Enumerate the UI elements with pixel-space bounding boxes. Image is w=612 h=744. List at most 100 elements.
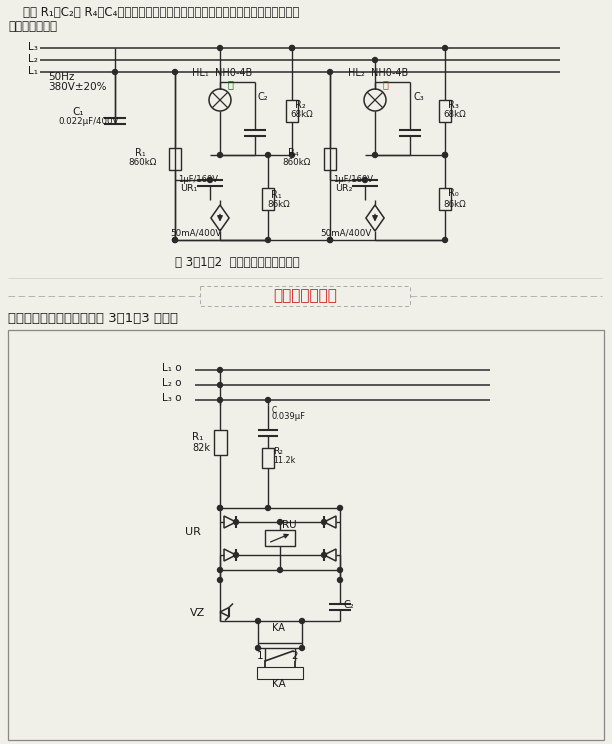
- Text: 68kΩ: 68kΩ: [290, 110, 313, 119]
- Circle shape: [337, 568, 343, 572]
- Circle shape: [327, 69, 332, 74]
- Circle shape: [217, 153, 223, 158]
- Circle shape: [234, 553, 239, 557]
- Circle shape: [217, 382, 223, 388]
- Text: R₂: R₂: [273, 447, 283, 456]
- Text: L₂ o: L₂ o: [162, 378, 182, 388]
- Circle shape: [337, 505, 343, 510]
- Bar: [8, 330, 604, 740]
- Bar: [258, 621, 302, 643]
- Text: 调整 R₁、C₂和 R₄、C₄的时间常数，即可调节气灯的闪烁频率，使相序指示器达到: 调整 R₁、C₂和 R₄、C₄的时间常数，即可调节气灯的闪烁频率，使相序指示器达…: [8, 6, 299, 19]
- Circle shape: [289, 153, 294, 158]
- Circle shape: [277, 568, 283, 572]
- Text: VZ: VZ: [190, 608, 205, 618]
- Circle shape: [299, 646, 305, 650]
- Text: 图 3．1．2  三相电源相序指示电路: 图 3．1．2 三相电源相序指示电路: [175, 256, 300, 269]
- Bar: [439, 100, 451, 122]
- Bar: [257, 667, 303, 679]
- Text: 50mA/400V: 50mA/400V: [320, 228, 371, 237]
- Text: 0.022μF/400V: 0.022μF/400V: [58, 117, 118, 126]
- Text: R₃: R₃: [448, 100, 459, 110]
- Text: HL₁  NH0-4B: HL₁ NH0-4B: [192, 68, 252, 78]
- Circle shape: [266, 505, 271, 510]
- Circle shape: [442, 153, 447, 158]
- Text: L₁ o: L₁ o: [162, 363, 182, 373]
- Circle shape: [266, 397, 271, 403]
- Circle shape: [442, 153, 447, 158]
- Text: UR: UR: [185, 527, 201, 537]
- Circle shape: [173, 237, 177, 243]
- Circle shape: [113, 69, 118, 74]
- Text: 最佳工作状态。: 最佳工作状态。: [8, 20, 57, 33]
- Circle shape: [289, 45, 294, 51]
- Circle shape: [321, 519, 326, 525]
- Text: 绿: 绿: [228, 79, 234, 89]
- Text: R₁: R₁: [192, 432, 203, 442]
- Bar: [324, 148, 336, 170]
- Circle shape: [173, 69, 177, 74]
- Circle shape: [255, 618, 261, 623]
- Text: KA: KA: [272, 623, 285, 633]
- Circle shape: [327, 237, 332, 243]
- Circle shape: [255, 646, 261, 650]
- Bar: [265, 530, 295, 546]
- Text: 1: 1: [257, 651, 264, 661]
- Bar: [439, 188, 451, 210]
- Circle shape: [266, 153, 271, 158]
- Text: 0.039μF: 0.039μF: [272, 412, 306, 421]
- Circle shape: [217, 505, 223, 510]
- Text: L₂: L₂: [28, 54, 38, 64]
- Text: C₂: C₂: [258, 92, 269, 102]
- Circle shape: [442, 237, 447, 243]
- Text: 电路及工作过程: 电路及工作过程: [273, 289, 337, 304]
- Text: 380V±20%: 380V±20%: [48, 82, 106, 92]
- Text: 68kΩ: 68kΩ: [443, 110, 466, 119]
- Circle shape: [373, 57, 378, 62]
- Circle shape: [234, 519, 239, 525]
- Bar: [200, 286, 410, 306]
- Bar: [214, 430, 226, 455]
- Circle shape: [327, 237, 332, 243]
- Text: C₂: C₂: [344, 600, 354, 610]
- Text: 2: 2: [291, 651, 297, 661]
- Text: R₂: R₂: [295, 100, 306, 110]
- Bar: [286, 100, 298, 122]
- Text: 50Hz: 50Hz: [48, 72, 75, 82]
- Circle shape: [217, 45, 223, 51]
- Text: 红: 红: [383, 79, 389, 89]
- Circle shape: [321, 553, 326, 557]
- Text: R₁: R₁: [135, 148, 146, 158]
- Text: R₄: R₄: [288, 148, 299, 158]
- Circle shape: [362, 178, 367, 182]
- Circle shape: [289, 45, 294, 51]
- Text: HL₂  NH0-4B: HL₂ NH0-4B: [348, 68, 408, 78]
- Circle shape: [217, 397, 223, 403]
- Text: UR₁: UR₁: [180, 184, 198, 193]
- Text: 860kΩ: 860kΩ: [128, 158, 157, 167]
- Text: L₃: L₃: [28, 42, 38, 52]
- Text: 1μF/160V: 1μF/160V: [178, 175, 218, 184]
- Text: L₁: L₁: [28, 66, 38, 76]
- Text: 82k: 82k: [192, 443, 210, 453]
- Bar: [262, 188, 274, 210]
- Text: KA: KA: [272, 679, 286, 689]
- Text: 50mA/400V: 50mA/400V: [170, 228, 222, 237]
- Circle shape: [173, 237, 177, 243]
- Text: RU: RU: [282, 520, 297, 530]
- Circle shape: [373, 153, 378, 158]
- Text: R₀: R₀: [448, 188, 459, 198]
- Circle shape: [442, 45, 447, 51]
- Circle shape: [266, 237, 271, 243]
- Circle shape: [217, 577, 223, 583]
- Text: L₃ o: L₃ o: [162, 393, 182, 403]
- Text: C₃: C₃: [413, 92, 424, 102]
- Text: UR₂: UR₂: [335, 184, 353, 193]
- Text: 86kΩ: 86kΩ: [267, 200, 289, 209]
- Text: 11.2k: 11.2k: [273, 456, 296, 465]
- Circle shape: [277, 519, 283, 525]
- Circle shape: [217, 505, 223, 510]
- Text: C: C: [272, 406, 277, 415]
- Text: R₁: R₁: [271, 190, 282, 200]
- Bar: [169, 148, 181, 170]
- Text: 1μF/160V: 1μF/160V: [333, 175, 373, 184]
